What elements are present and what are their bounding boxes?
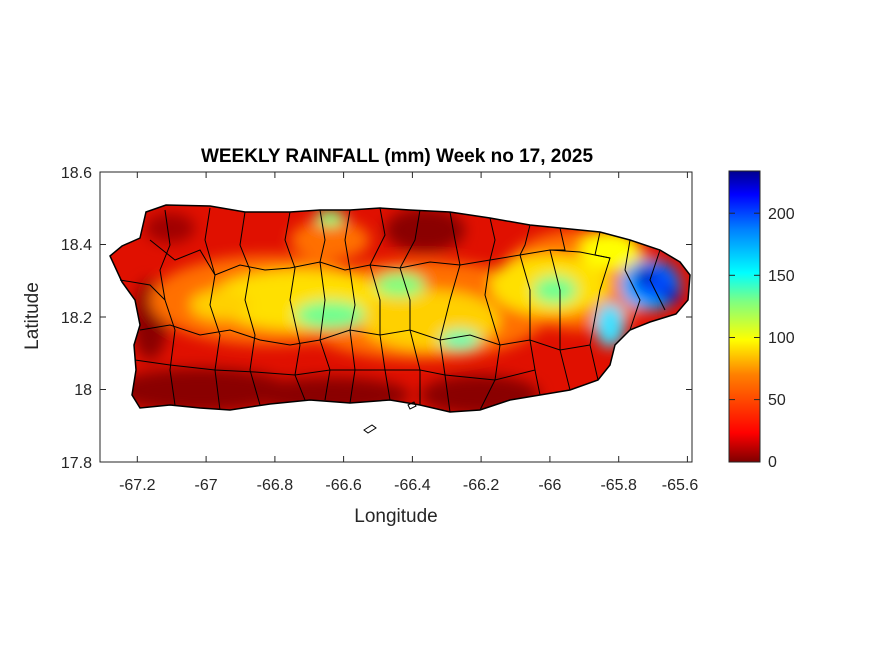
- y-tick-label: 18.4: [61, 237, 92, 254]
- colorbar-tick-label: 200: [768, 206, 795, 223]
- plot-area: [99, 171, 693, 463]
- y-axis-label: Latitude: [22, 282, 43, 350]
- x-axis: [136, 172, 688, 462]
- x-tick-label: -66.8: [257, 477, 294, 494]
- map-title: WEEKLY RAINFALL (mm) Week no 17, 2025: [201, 146, 594, 167]
- y-tick-label: 18.6: [61, 165, 92, 182]
- small-island: [407, 401, 417, 410]
- colorbar: 200 150 100 50 0: [728, 170, 795, 471]
- y-tick-labels: 18.6 18.4 18.2 18 17.8: [61, 165, 92, 472]
- small-island: [363, 424, 377, 434]
- x-tick-label: -65.8: [600, 477, 637, 494]
- colorbar-tick-label: 150: [768, 268, 795, 285]
- x-tick-labels: -67.2 -67 -66.8 -66.6 -66.4 -66.2 -66 -6…: [119, 477, 698, 494]
- colorbar-tick-label: 0: [768, 454, 777, 471]
- y-tick-label: 17.8: [61, 455, 92, 472]
- municipality-borders: [119, 207, 666, 413]
- x-axis-label: Longitude: [354, 506, 437, 527]
- x-tick-label: -67.2: [119, 477, 156, 494]
- rainfall-field: [110, 205, 690, 412]
- y-tick-label: 18.2: [61, 310, 92, 327]
- colorbar-gradient: [728, 170, 761, 463]
- y-axis: [100, 171, 692, 463]
- colorbar-tick-label: 50: [768, 392, 786, 409]
- x-tick-label: -66.4: [394, 477, 431, 494]
- x-tick-label: -66.2: [463, 477, 500, 494]
- y-tick-label: 18: [74, 382, 92, 399]
- x-tick-label: -66: [538, 477, 561, 494]
- colorbar-tick-label: 100: [768, 330, 795, 347]
- x-tick-label: -65.6: [662, 477, 699, 494]
- x-tick-label: -66.6: [325, 477, 362, 494]
- x-tick-label: -67: [195, 477, 218, 494]
